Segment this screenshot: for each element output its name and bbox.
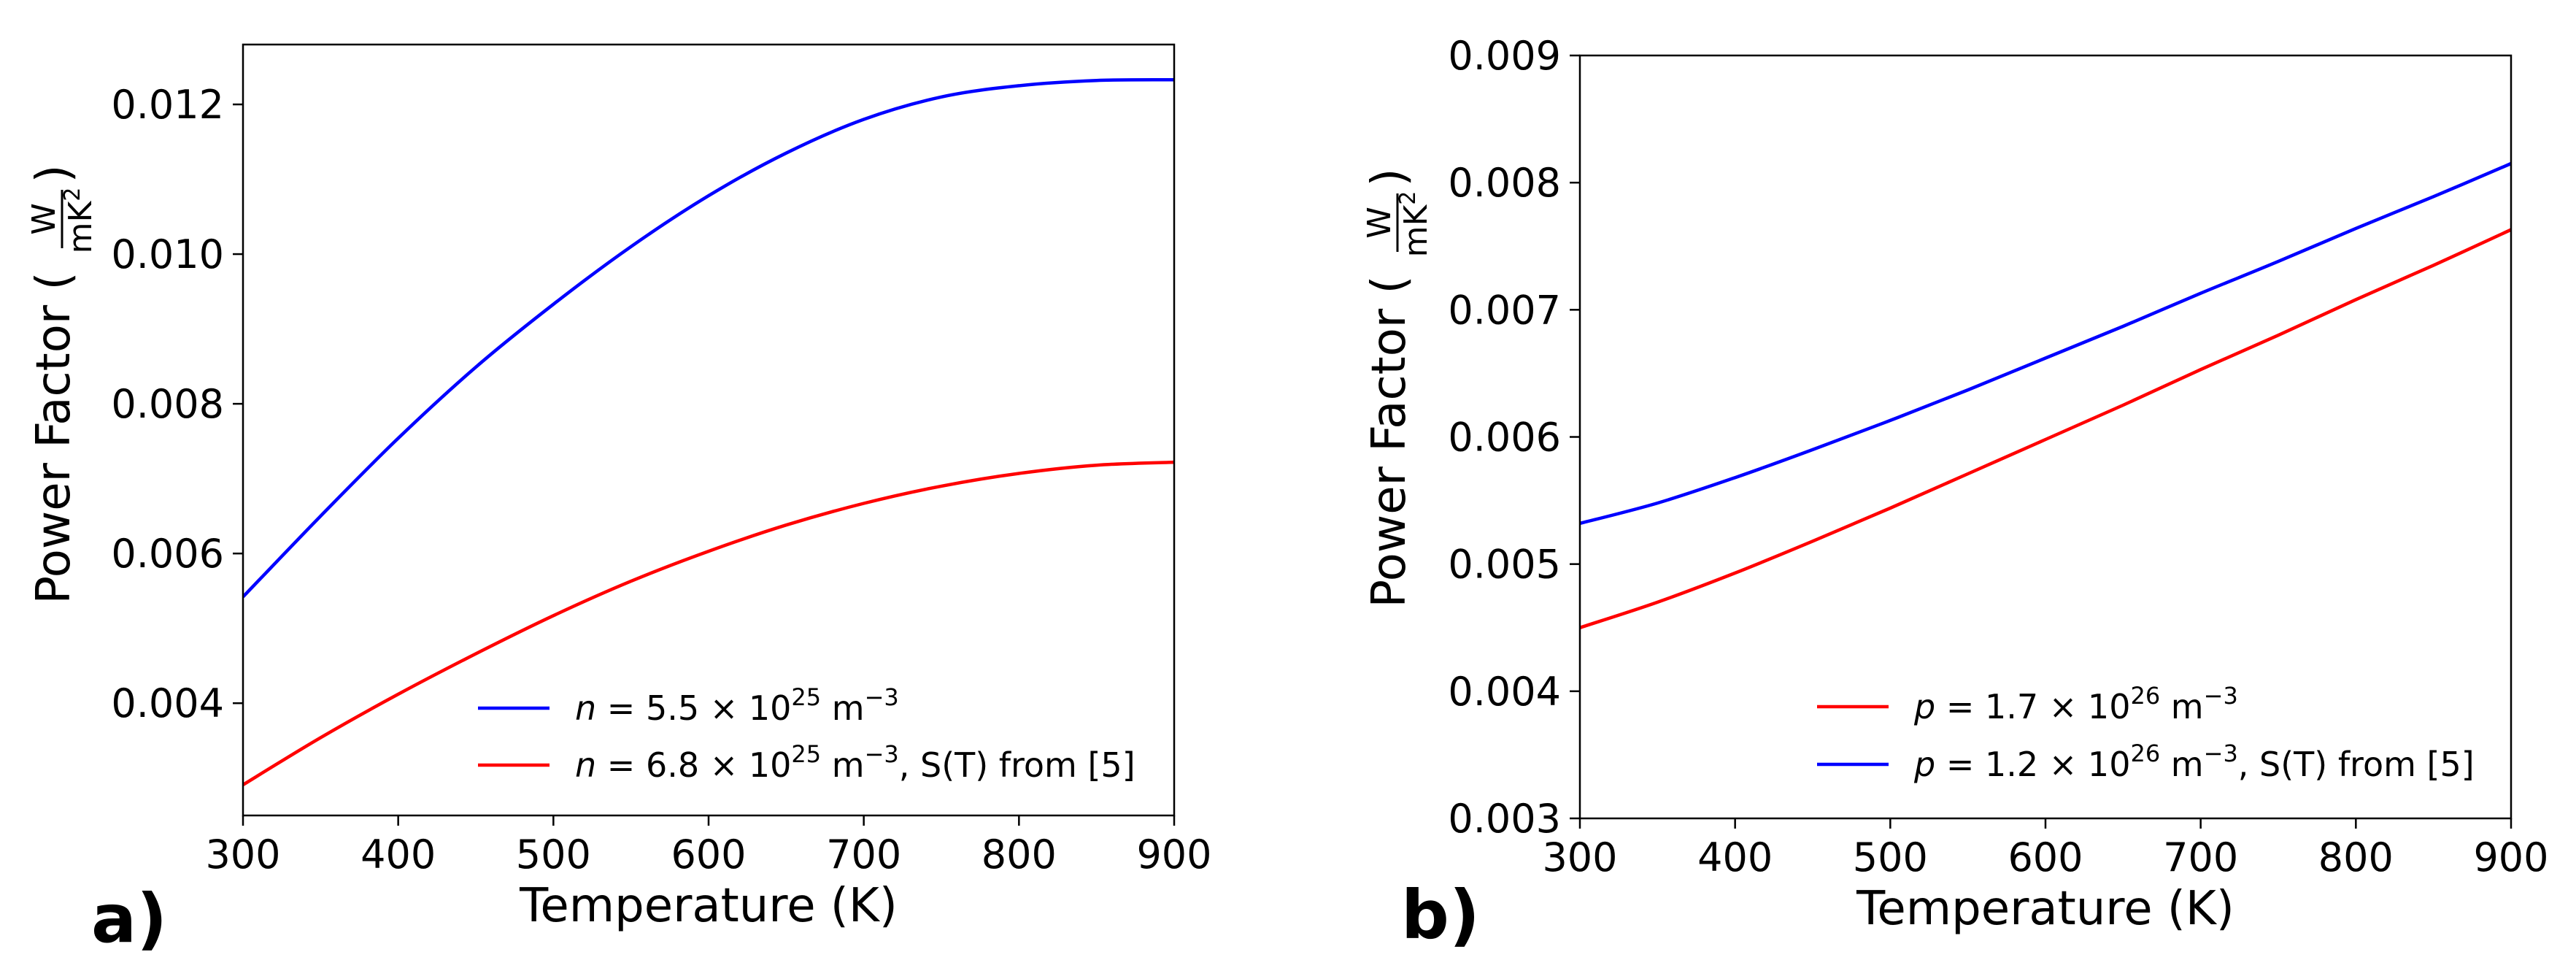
- legend-suffix: , S(T) from [5]: [899, 745, 1135, 785]
- y-axis-unit-denominator: mK2: [60, 188, 99, 254]
- y-axis-label-close: ): [1362, 169, 1416, 187]
- x-tick-label: 700: [2163, 834, 2238, 880]
- y-axis-unit-denominator-exponent: 2: [60, 188, 85, 201]
- legend-suffix: , S(T) from [5]: [2238, 745, 2475, 784]
- y-axis-label: Power Factor ( W mK2): [26, 165, 99, 604]
- y-axis-unit-denominator-text: mK: [1397, 204, 1435, 258]
- series-group: [1580, 161, 2511, 629]
- y-axis-unit-numerator: W: [26, 203, 63, 235]
- legend-unit-exponent: −3: [2204, 682, 2238, 710]
- y-axis-unit-numerator: W: [1361, 207, 1398, 239]
- legend-label-2: n = 6.8 × 1025 m−3, S(T) from [5]: [575, 740, 1135, 785]
- series-line-2: [1580, 161, 2511, 526]
- y-tick-label: 0.008: [1448, 160, 1561, 206]
- y-tick-label: 0.010: [111, 231, 224, 277]
- x-tick-label: 400: [1697, 834, 1773, 880]
- legend-label-1: p = 1.7 × 1026 m−3: [1913, 682, 2238, 726]
- legend-unit-exponent: −3: [2204, 740, 2238, 767]
- x-tick-label: 900: [1136, 832, 1211, 878]
- x-tick-label: 500: [1853, 834, 1928, 880]
- x-tick-label: 300: [1542, 834, 1617, 880]
- legend-variable: p: [1913, 687, 1935, 726]
- legend-variable: n: [575, 745, 596, 785]
- legend-exponent: 25: [791, 683, 821, 711]
- legend-value: = 5.5 × 10: [596, 688, 791, 728]
- series-line-1: [1580, 228, 2511, 629]
- chart-panel-b: 300 400 500 600 700 800 900 0.003 0.004 0.005 0.00…: [1361, 33, 2549, 954]
- y-tick-label: 0.005: [1448, 542, 1561, 588]
- legend-unit-exponent: −3: [865, 683, 899, 711]
- y-axis-unit-denominator: mK2: [1395, 191, 1435, 258]
- y-axis-label-close: ): [27, 165, 81, 183]
- legend-variable: p: [1913, 745, 1935, 784]
- y-tick-label: 0.012: [111, 82, 224, 128]
- x-axis-label: Temperature (K): [519, 879, 898, 933]
- x-tick-label: 600: [671, 832, 746, 878]
- legend-label-2: p = 1.2 × 1026 m−3, S(T) from [5]: [1913, 740, 2475, 784]
- y-axis-unit-denominator-exponent: 2: [1395, 191, 1421, 205]
- y-tick-label: 0.006: [1448, 415, 1561, 461]
- legend-value: = 1.2 × 10: [1935, 745, 2130, 784]
- y-axis-label: Power Factor ( W mK2): [1361, 169, 1435, 608]
- legend-unit: m: [2160, 687, 2203, 726]
- y-axis-unit-denominator-text: mK: [62, 201, 99, 254]
- y-tick-label: 0.003: [1448, 796, 1561, 842]
- legend-value: = 6.8 × 10: [596, 745, 791, 785]
- legend-unit: m: [821, 745, 864, 785]
- y-axis-label-text: Power Factor (: [27, 272, 81, 604]
- legend: p = 1.7 × 1026 m−3p = 1.2 × 1026 m−3, S(…: [1817, 682, 2475, 784]
- x-tick-label: 700: [826, 832, 901, 878]
- legend-value: = 1.7 × 10: [1935, 687, 2130, 726]
- legend-exponent: 26: [2130, 682, 2160, 710]
- series-line-1: [243, 77, 1174, 599]
- chart-panel-a: 300 400 500 600 700 800 900 0.004 0.006 0.008 0.01…: [26, 43, 1212, 958]
- x-tick-label: 800: [2318, 834, 2394, 880]
- legend-exponent: 25: [791, 740, 821, 768]
- x-tick-label: 500: [516, 832, 591, 878]
- y-tick-label: 0.008: [111, 381, 224, 427]
- y-axis-label-text: Power Factor (: [1362, 275, 1416, 607]
- y-tick-label: 0.004: [111, 680, 224, 726]
- series-group: [243, 77, 1174, 786]
- y-tick-label: 0.004: [1448, 669, 1561, 715]
- x-tick-label: 400: [360, 832, 436, 878]
- y-tick-label: 0.006: [111, 531, 224, 577]
- x-tick-label: 800: [982, 832, 1057, 878]
- legend: n = 5.5 × 1025 m−3n = 6.8 × 1025 m−3, S(…: [478, 683, 1135, 785]
- legend-unit: m: [821, 688, 864, 728]
- y-tick-label: 0.007: [1448, 287, 1561, 333]
- y-tick-label: 0.009: [1448, 33, 1561, 79]
- legend-label-1: n = 5.5 × 1025 m−3: [575, 683, 899, 728]
- series-line-2: [243, 460, 1174, 786]
- x-tick-label: 900: [2473, 834, 2548, 880]
- x-tick-label: 600: [2008, 834, 2083, 880]
- panel-label: b): [1401, 876, 1480, 954]
- legend-variable: n: [575, 688, 596, 728]
- legend-unit: m: [2160, 745, 2203, 784]
- x-tick-label: 300: [205, 832, 280, 878]
- x-axis-label: Temperature (K): [1856, 882, 2234, 936]
- legend-exponent: 26: [2130, 740, 2160, 767]
- legend-unit-exponent: −3: [865, 740, 899, 768]
- panel-label: a): [91, 880, 167, 958]
